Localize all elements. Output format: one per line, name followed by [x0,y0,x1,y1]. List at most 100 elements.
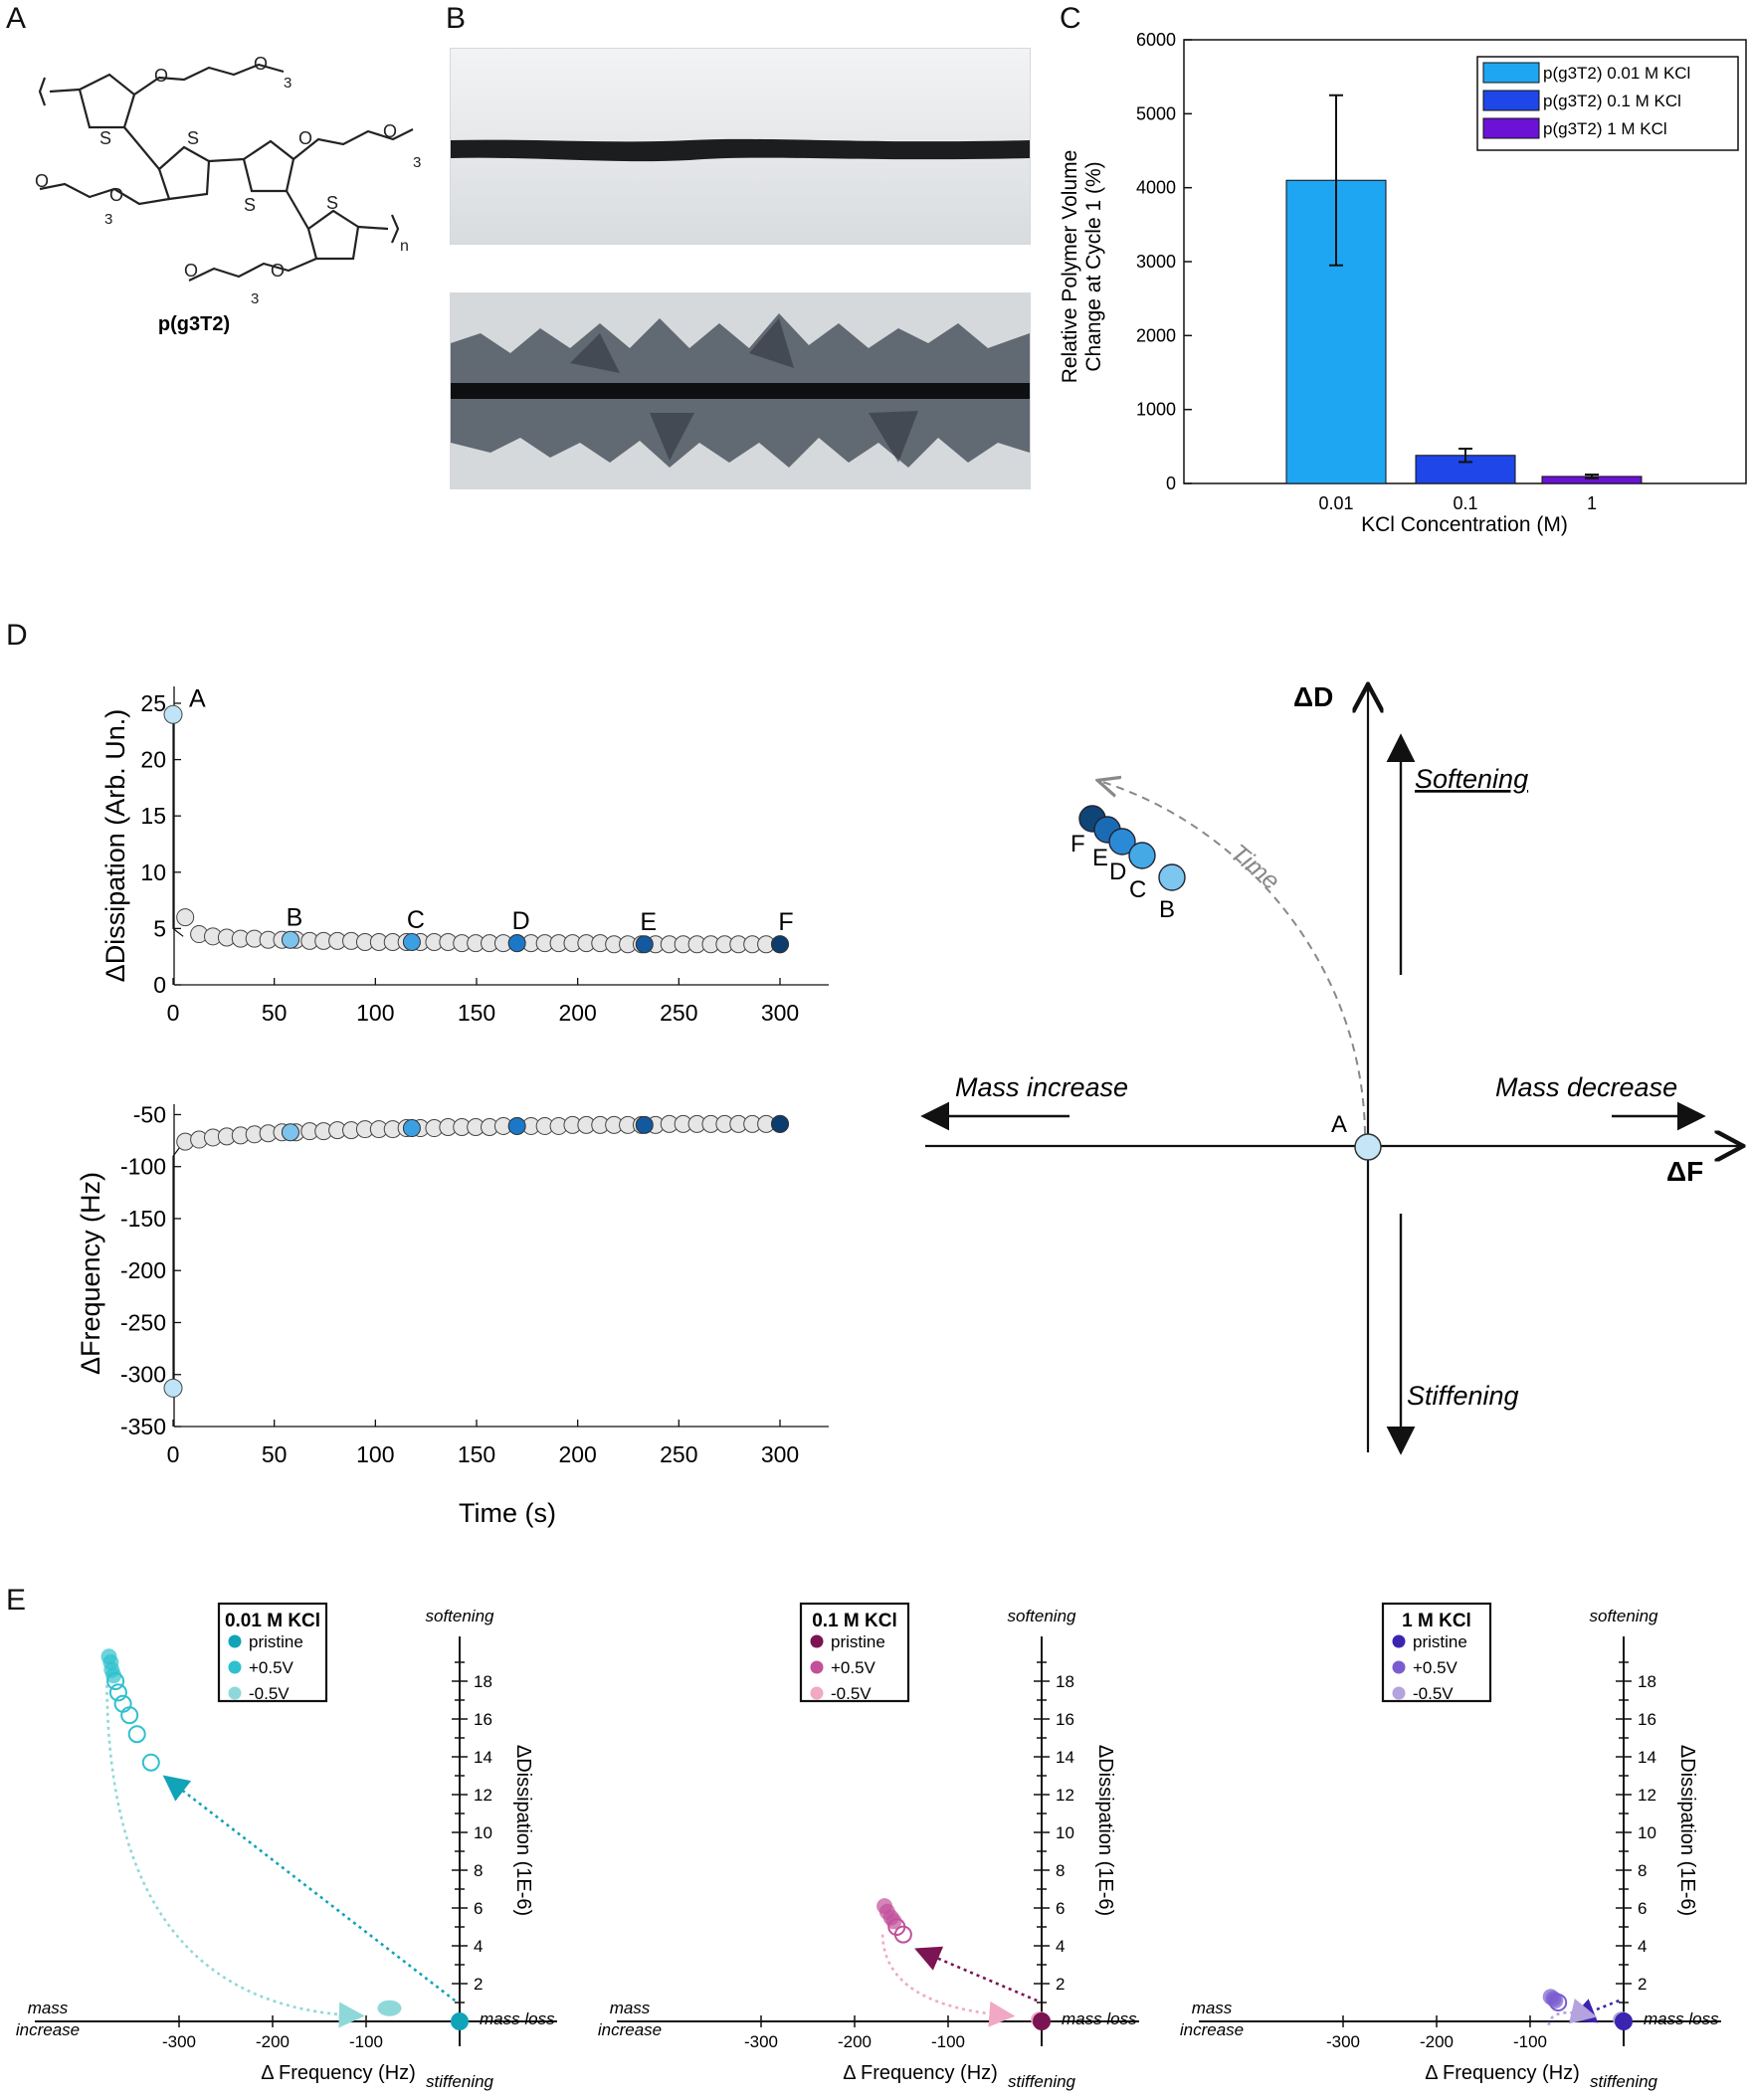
trace-line [172,714,184,937]
x-tick-label: 0 [167,1441,180,1467]
legend-marker [228,1660,242,1674]
qcmd-concept-diagram: ΔD ΔF Softening Stiffening Mass increase… [920,681,1749,1455]
panel-letter-a: A [6,2,27,35]
sub-3: 3 [413,154,421,171]
legend-entry: p(g3T2) 1 M KCl [1543,119,1667,138]
atom-o: O [154,66,168,86]
x-tick-label: 200 [558,1000,596,1026]
x-axis-label: Δ Frequency (Hz) [261,2062,416,2084]
mass-increase-label: Mass increase [955,1072,1128,1102]
point-pos05 [885,1913,902,1930]
y-tick-label: 12 [1638,1786,1656,1805]
x-tick-label: 300 [761,1441,799,1467]
x-tick-label: 150 [458,1441,495,1467]
marker-label-F: F [778,908,793,936]
softening-label: softening [426,1607,495,1625]
atom-s: S [326,193,338,213]
atom-o: O [35,171,49,191]
x-tick-label: 50 [262,1000,288,1026]
time-label: Time [1225,839,1284,895]
label-a: A [189,684,206,712]
legend-marker [1392,1634,1406,1648]
x-tick-label: 0.01 [1318,493,1353,513]
subplot-3: -300 -200 -100 2 4 6 8 10 12 14 16 18 softening stiff… [1180,1602,1721,2091]
subplot-2: -300 -200 -100 2 4 6 8 10 12 14 16 18 softening stiff… [598,1602,1139,2091]
diagram-point-a [1354,1133,1382,1161]
y-tick-label: 4 [474,1937,483,1956]
x-tick-label: 300 [761,1000,799,1026]
softening-label: Softening [1415,764,1528,794]
y-tick-label: 6000 [1136,30,1176,50]
x-axis-label: Δ Frequency (Hz) [843,2062,998,2084]
legend-marker [810,1686,824,1700]
diagram-point-C [1128,842,1156,869]
y-tick-label: 0 [1166,474,1176,493]
stiffening-label: stiffening [426,2072,494,2091]
stiffening-label: stiffening [1590,2072,1658,2091]
y-tick-label: 2000 [1136,325,1176,345]
marker-F [771,1114,789,1133]
legend-entry: -0.5V [249,1684,290,1703]
legend-entry: pristine [1413,1632,1467,1651]
mass-loss-label: mass loss [1644,2009,1719,2028]
y-tick-label: 20 [140,747,166,773]
x-tick-label: -200 [256,2032,290,2051]
marker-label-B: B [287,904,303,932]
mass-decrease-label: Mass decrease [1495,1072,1677,1102]
point-a [163,704,183,724]
trajectory-arrow [162,1775,457,2003]
x-tick-label: -100 [349,2032,383,2051]
y-axis-label: ΔDissipation (1E-6) [1094,1745,1116,1916]
softening-label: softening [1008,1607,1077,1625]
legend-entry: p(g3T2) 0.1 M KCl [1543,92,1681,110]
mass-loss-label: mass loss [1062,2009,1137,2028]
x-tick-label: 0 [167,1000,180,1026]
x-tick-label: -100 [931,2032,965,2051]
marker-B [281,930,299,949]
y-tick-label: 16 [1638,1710,1656,1729]
chemical-structure: S S S S O O O O O O O O 3 3 3 3 n p(g3T2… [35,54,421,335]
marker-C [402,932,421,951]
legend-box [1381,1602,1492,1703]
y-tick-label: 14 [1638,1748,1656,1767]
y-tick-label: 8 [1638,1861,1647,1880]
stiffening-label: stiffening [1008,2072,1076,2091]
y-tick-label: -100 [120,1154,166,1180]
mass-increase-label: mass [610,1999,651,2017]
y-tick-label: 10 [1056,1823,1074,1842]
polymer-name: p(g3T2) [158,313,230,335]
legend-swatch [1482,117,1540,139]
marker-label-E: E [640,908,657,936]
legend-entry: +0.5V [249,1658,294,1677]
mass-increase-label: increase [16,2020,80,2039]
x-tick-label: 1 [1587,493,1597,513]
x-axis-label: Δ Frequency (Hz) [1425,2062,1580,2084]
y-tick-label: -200 [120,1257,166,1283]
y-tick-label: 5 [153,915,166,941]
sub-3: 3 [251,290,259,307]
point-pristine [1033,2012,1051,2030]
x-axis-label-time: Time (s) [459,1498,556,1528]
atom-s: S [99,128,111,148]
legend-entry: +0.5V [1413,1658,1458,1677]
panel-letter-c: C [1060,2,1081,35]
marker-F [771,935,789,954]
fiber-photo-swollen [450,292,1031,489]
y-axis-label-dissipation: ΔDissipation (Arb. Un.) [100,709,130,983]
point-neg05 [108,1683,127,1702]
atom-o: O [298,128,312,148]
marker-label-C: C [407,906,425,934]
panel-e-frequency-dissipation-plots: -300 -200 -100 2 4 6 8 10 12 14 16 18 softening stiff… [16,1602,1721,2091]
legend-marker [228,1686,242,1700]
mass-increase-label: increase [1180,2020,1244,2039]
y-tick-label: 4 [1056,1937,1065,1956]
legend-marker [1392,1686,1406,1700]
y-tick-label: -250 [120,1309,166,1335]
point-pristine [451,2012,469,2030]
subplot-1: -300 -200 -100 2 4 6 8 10 12 14 16 18 softening stiff… [16,1602,557,2091]
y-axis-label-line2: Change at Cycle 1 (%) [1082,161,1105,371]
axis-label-df: ΔF [1666,1156,1703,1187]
y-axis-label-line1: Relative Polymer Volume [1059,150,1081,384]
legend-swatch [1482,62,1540,84]
y-tick-label: 18 [1056,1672,1074,1691]
